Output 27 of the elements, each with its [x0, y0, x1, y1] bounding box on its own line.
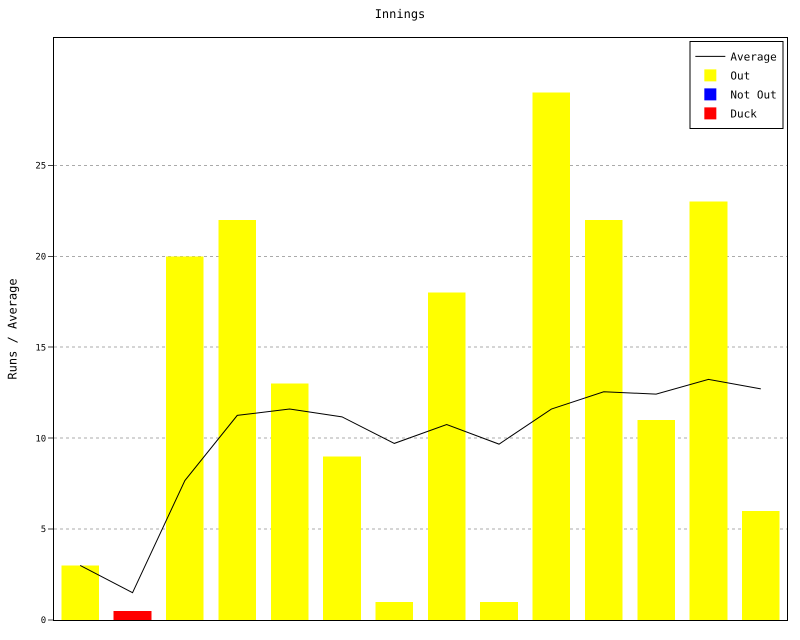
legend-label: Duck [730, 108, 758, 121]
bar [637, 420, 675, 620]
bar [114, 610, 152, 620]
bar [61, 565, 100, 620]
bar [323, 456, 361, 620]
line-series [80, 378, 762, 594]
chart-title: Innings [374, 7, 426, 21]
bar [218, 220, 256, 620]
y-axis-title: Runs / Average [6, 278, 20, 380]
bar [480, 602, 518, 620]
legend-label: Out [730, 70, 750, 83]
bar [690, 202, 728, 620]
legend-label: Not Out [730, 88, 777, 102]
bar [532, 92, 570, 620]
bar [742, 510, 780, 620]
bar [166, 256, 204, 620]
y-tick-label: 15 [35, 343, 46, 354]
y-tick-label: 5 [40, 525, 46, 536]
bar [375, 602, 414, 620]
bar [428, 292, 466, 620]
legend-label: Average [730, 50, 777, 64]
y-tick-label: 20 [35, 252, 46, 262]
bar [584, 220, 623, 620]
y-tick-label: 25 [35, 161, 46, 172]
bar [270, 384, 308, 620]
y-tick-label: 0 [40, 616, 46, 626]
y-tick-label: 10 [35, 434, 46, 444]
